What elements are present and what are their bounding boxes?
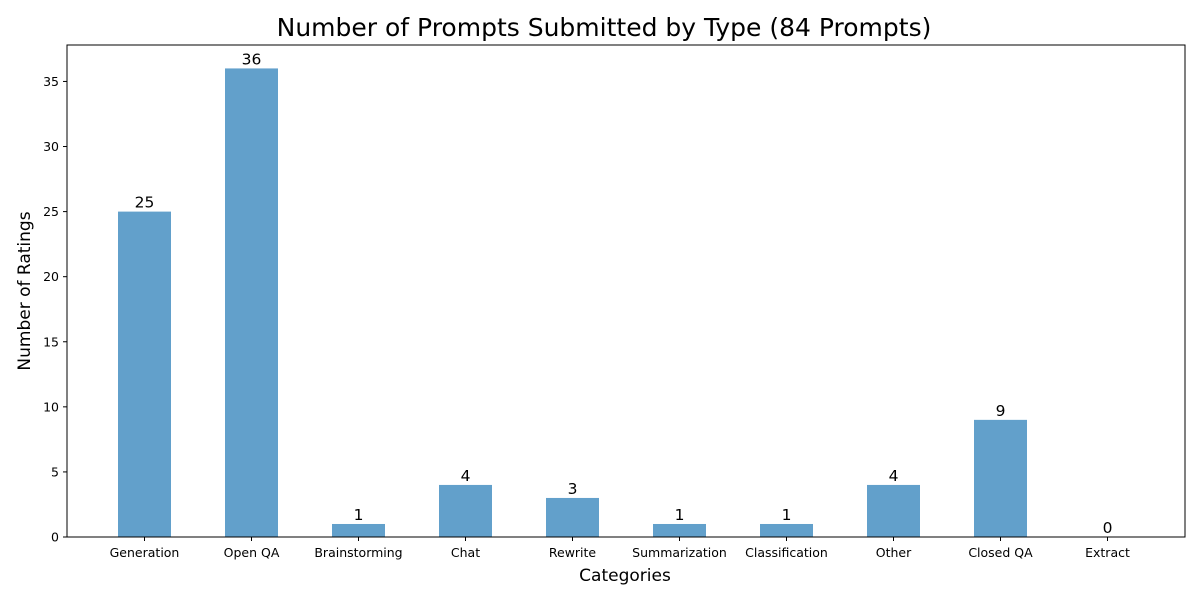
bar-7: [867, 484, 920, 537]
x-axis-label: Categories: [579, 566, 671, 586]
bar-1: [225, 68, 278, 537]
data-label-7: 4: [889, 467, 899, 485]
y-tick-label-1: 5: [51, 464, 59, 479]
x-tick-label-3: Chat: [451, 545, 480, 560]
x-tick-label-0: Generation: [110, 545, 180, 560]
bar-0: [118, 211, 171, 537]
data-label-8: 9: [996, 402, 1006, 420]
bars-group: [118, 68, 1027, 537]
x-tick-label-8: Closed QA: [968, 545, 1033, 560]
bar-4: [546, 497, 599, 537]
x-tick-label-4: Rewrite: [549, 545, 597, 560]
data-label-5: 1: [675, 506, 685, 524]
data-labels-group: 25 36 1 4 3 1 1 4 9 0: [135, 50, 1113, 537]
y-tick-label-4: 20: [43, 269, 59, 284]
x-tick-label-2: Brainstorming: [314, 545, 402, 560]
y-tick-label-2: 10: [43, 399, 59, 414]
y-axis-ticks: 0 5 10 15 20 25 30 35: [43, 74, 67, 545]
plot-frame: [66, 44, 1186, 538]
bar-3: [439, 484, 492, 537]
data-label-0: 25: [135, 194, 155, 212]
data-label-6: 1: [782, 506, 792, 524]
data-label-4: 3: [568, 480, 578, 498]
data-label-2: 1: [354, 506, 364, 524]
bar-5: [653, 523, 706, 537]
x-tick-label-7: Other: [876, 545, 912, 560]
bar-6: [760, 523, 813, 537]
x-tick-label-9: Extract: [1085, 545, 1130, 560]
data-label-9: 0: [1103, 519, 1113, 537]
x-tick-label-5: Summarization: [632, 545, 727, 560]
x-axis-ticks: Generation Open QA Brainstorming Chat Rewrit…: [110, 537, 1130, 560]
chart-title: Number of Prompts Submitted by Type (84 …: [277, 13, 932, 42]
x-tick-label-1: Open QA: [224, 545, 280, 560]
y-tick-label-3: 15: [43, 334, 59, 349]
y-tick-label-0: 0: [51, 530, 59, 545]
data-label-3: 4: [461, 467, 471, 485]
bar-2: [332, 523, 385, 537]
data-label-1: 36: [242, 50, 262, 68]
bar-8: [974, 419, 1027, 537]
x-tick-label-6: Classification: [745, 545, 828, 560]
y-tick-label-5: 25: [43, 204, 59, 219]
y-tick-label-6: 30: [43, 139, 59, 154]
y-axis-label: Number of Ratings: [15, 211, 35, 370]
y-tick-label-7: 35: [43, 74, 59, 89]
